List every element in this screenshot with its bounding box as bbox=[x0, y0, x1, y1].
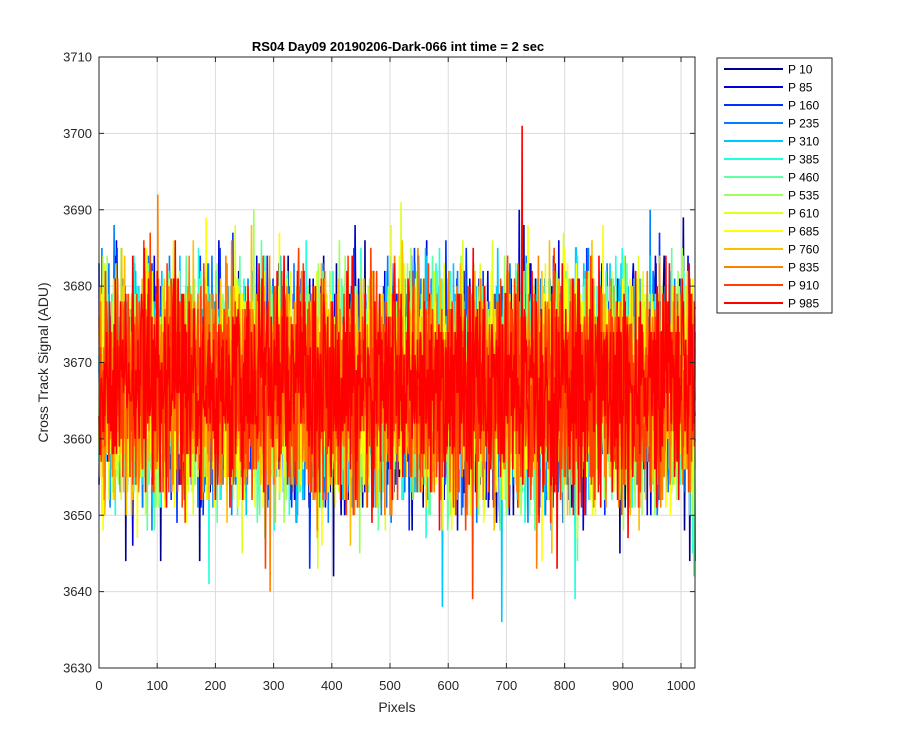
x-tick-label: 800 bbox=[554, 678, 576, 693]
legend-label: P 835 bbox=[788, 261, 819, 275]
x-tick-label: 700 bbox=[496, 678, 518, 693]
y-tick-label: 3640 bbox=[63, 584, 92, 599]
series-line-p985 bbox=[98, 125, 696, 569]
legend-label: P 160 bbox=[788, 99, 819, 113]
legend-label: P 910 bbox=[788, 279, 819, 293]
axes: 0 100 200 300 400 500 600 700 800 900 1000 3630 3640… bbox=[63, 50, 695, 694]
legend-label: P 535 bbox=[788, 189, 819, 203]
x-axis-label: Pixels bbox=[378, 699, 415, 715]
series-layer bbox=[98, 125, 696, 623]
y-tick-label: 3670 bbox=[63, 355, 92, 370]
legend-label: P 610 bbox=[788, 207, 819, 221]
y-tick-label: 3690 bbox=[63, 202, 92, 217]
legend-box bbox=[716, 57, 833, 314]
x-tick-label: 100 bbox=[146, 678, 168, 693]
legend-label: P 685 bbox=[788, 225, 819, 239]
x-tick-label: 300 bbox=[263, 678, 285, 693]
plot-area: 0 100 200 300 400 500 600 700 800 900 1000 3630 3640… bbox=[63, 50, 696, 694]
legend: P 10 P 85 P 160 P 235 P 310 P 385 P 460 P 535 P … bbox=[716, 57, 833, 314]
x-tick-label: 900 bbox=[612, 678, 634, 693]
legend-label: P 760 bbox=[788, 243, 819, 257]
legend-label: P 460 bbox=[788, 171, 819, 185]
legend-label: P 10 bbox=[788, 63, 813, 77]
legend-label: P 310 bbox=[788, 135, 819, 149]
legend-label: P 85 bbox=[788, 81, 813, 95]
legend-label: P 235 bbox=[788, 117, 819, 131]
legend-label: P 985 bbox=[788, 297, 819, 311]
x-tick-label: 0 bbox=[95, 678, 102, 693]
x-tick-label: 500 bbox=[379, 678, 401, 693]
x-tick-label: 1000 bbox=[667, 678, 696, 693]
y-axis-label: Cross Track Signal (ADU) bbox=[35, 282, 51, 442]
x-tick-label: 400 bbox=[321, 678, 343, 693]
y-tick-label: 3630 bbox=[63, 661, 92, 676]
chart-title: RS04 Day09 20190206-Dark-066 int time = … bbox=[252, 39, 544, 54]
y-tick-label: 3680 bbox=[63, 279, 92, 294]
y-tick-label: 3700 bbox=[63, 126, 92, 141]
x-tick-label: 600 bbox=[437, 678, 459, 693]
y-tick-label: 3650 bbox=[63, 508, 92, 523]
legend-label: P 385 bbox=[788, 153, 819, 167]
y-tick-label: 3660 bbox=[63, 431, 92, 446]
y-tick-label: 3710 bbox=[63, 50, 92, 65]
x-tick-label: 200 bbox=[205, 678, 227, 693]
